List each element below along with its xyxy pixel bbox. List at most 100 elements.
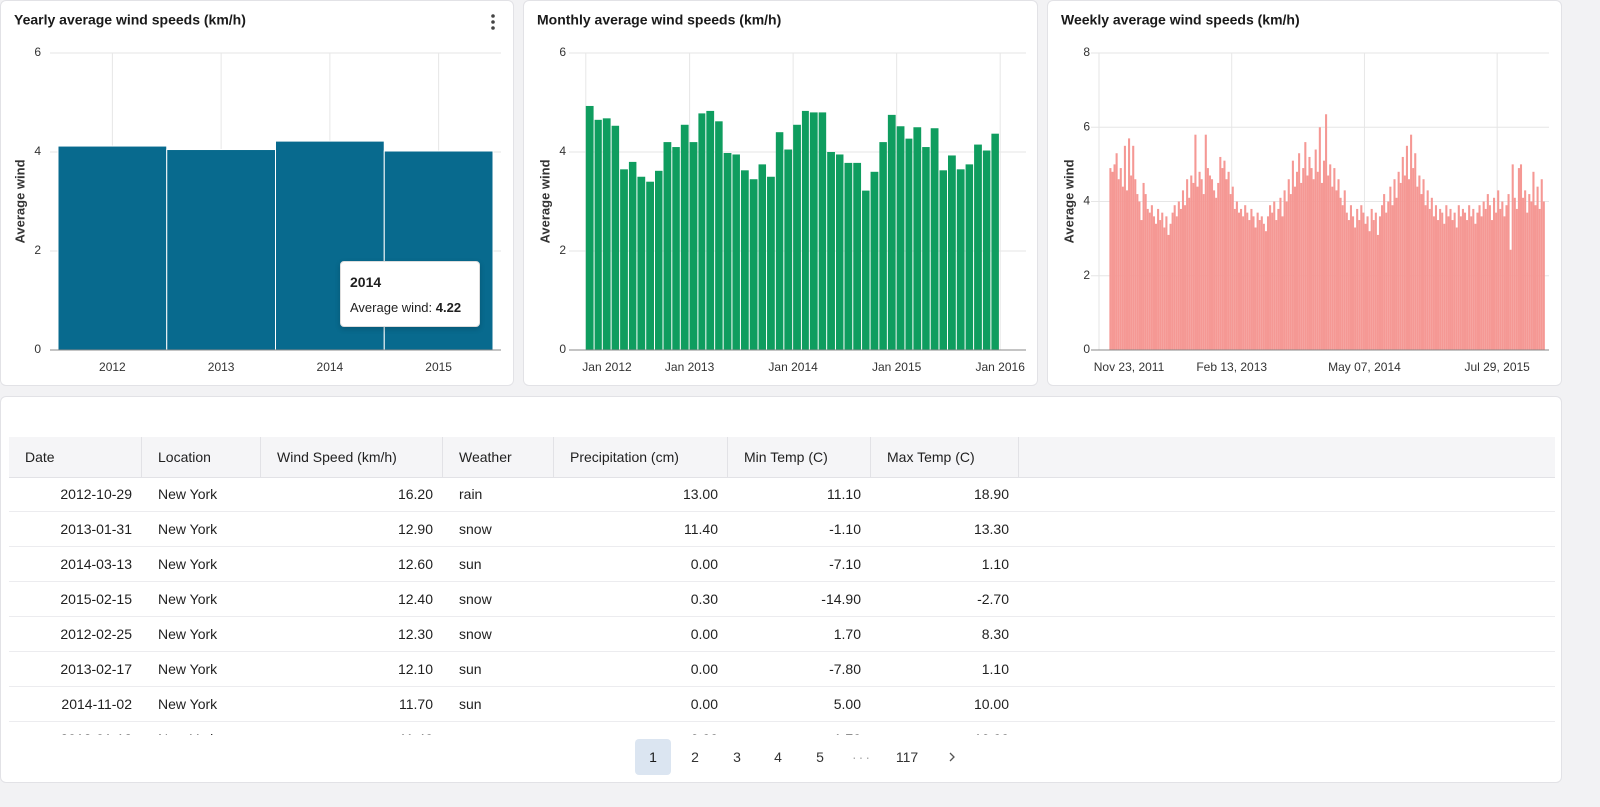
- page-button[interactable]: 2: [677, 739, 713, 775]
- column-header[interactable]: Min Temp (C): [728, 437, 871, 477]
- bar: [1128, 138, 1130, 350]
- bar: [948, 155, 956, 350]
- bar: [1118, 179, 1120, 350]
- bar: [1176, 216, 1178, 350]
- bar: [1221, 168, 1223, 350]
- bar: [1248, 220, 1250, 350]
- bar: [1456, 227, 1458, 350]
- table-cell: New York: [142, 652, 261, 687]
- table-row: 2014-03-13New York12.60sun0.00-7.101.10: [9, 547, 1555, 582]
- bar: [1132, 146, 1134, 350]
- bar: [1269, 205, 1271, 350]
- tooltip: 2014 Average wind: 4.22: [340, 261, 480, 327]
- bar: [1462, 209, 1464, 350]
- bar: [871, 172, 879, 350]
- table-cell: 2013-01-31: [9, 512, 142, 547]
- menu-icon[interactable]: [491, 14, 495, 18]
- column-header[interactable]: Max Temp (C): [871, 437, 1019, 477]
- bar: [759, 164, 767, 350]
- table-cell: snow: [443, 582, 554, 617]
- page-button[interactable]: 5: [802, 739, 838, 775]
- page-button[interactable]: 3: [719, 739, 755, 775]
- x-tick-label: Nov 23, 2011: [1094, 360, 1165, 374]
- column-header[interactable]: Location: [142, 437, 261, 477]
- bar: [1543, 202, 1545, 351]
- page-button[interactable]: 4: [760, 739, 796, 775]
- table-cell: 11.10: [728, 477, 871, 512]
- page-button[interactable]: 117: [886, 739, 928, 775]
- bar: [1124, 146, 1126, 350]
- bar: [1408, 179, 1410, 350]
- table-body: 2012-10-29New York16.20rain13.0011.1018.…: [9, 477, 1555, 735]
- bar: [1155, 224, 1157, 350]
- table-cell: 1.10: [871, 652, 1019, 687]
- bar: [1454, 213, 1456, 350]
- table-cell: 11.70: [261, 687, 443, 722]
- bar: [1435, 205, 1437, 350]
- bar: [1281, 216, 1283, 350]
- bar: [897, 126, 905, 350]
- bar: [879, 142, 887, 350]
- bar: [1478, 205, 1480, 350]
- bar: [1425, 205, 1427, 350]
- bar: [629, 162, 637, 350]
- bar: [1541, 179, 1543, 350]
- bar: [603, 118, 611, 350]
- table-row: 2014-11-02New York11.70sun0.005.0010.00: [9, 687, 1555, 722]
- bar: [974, 145, 982, 350]
- page-button[interactable]: 1: [635, 739, 671, 775]
- pagination: ··· 12345117: [1, 739, 1562, 775]
- y-tick-label: 2: [1083, 268, 1090, 282]
- table-cell: sun: [443, 652, 554, 687]
- bar: [802, 111, 809, 350]
- bar: [1306, 176, 1308, 350]
- table-cell: 2012-10-29: [9, 477, 142, 512]
- table-cell: -14.90: [728, 582, 871, 617]
- bar: [1236, 202, 1238, 351]
- bar: [1292, 161, 1294, 350]
- bar: [612, 126, 620, 350]
- menu-icon[interactable]: [491, 26, 495, 30]
- bar: [966, 164, 974, 350]
- column-header[interactable]: Wind Speed (km/h): [261, 437, 443, 477]
- bar: [1153, 216, 1155, 350]
- table-row: 2012-10-29New York16.20rain13.0011.1018.…: [9, 477, 1555, 512]
- table-cell: New York: [142, 722, 261, 735]
- bar: [1315, 150, 1317, 350]
- y-tick-label: 2: [559, 243, 566, 257]
- table-cell: New York: [142, 687, 261, 722]
- column-header[interactable]: Precipitation (cm): [554, 437, 728, 477]
- table-cell: snow: [443, 722, 554, 735]
- bar: [776, 132, 784, 350]
- bar: [681, 125, 689, 350]
- bar: [690, 142, 698, 350]
- column-header[interactable]: Date: [9, 437, 142, 477]
- bar: [1311, 168, 1313, 350]
- bar: [1416, 187, 1418, 350]
- table-cell: 12.40: [261, 582, 443, 617]
- bar: [1534, 205, 1536, 350]
- table-cell: 1.10: [871, 547, 1019, 582]
- bar: [1203, 194, 1205, 350]
- bar: [1389, 187, 1391, 350]
- bar: [1207, 168, 1209, 350]
- y-tick-label: 0: [1083, 342, 1090, 356]
- tooltip-label: Average wind:: [350, 300, 432, 315]
- table-cell: -7.80: [728, 652, 871, 687]
- next-page-icon[interactable]: [946, 751, 958, 763]
- bar: [1516, 209, 1518, 350]
- bar: [1143, 183, 1145, 350]
- bar: [1350, 205, 1352, 350]
- bar: [1228, 172, 1230, 350]
- bar: [1346, 213, 1348, 350]
- bar: [1205, 135, 1207, 350]
- table-cell: 13.30: [871, 512, 1019, 547]
- bar: [1356, 209, 1358, 350]
- bar: [1275, 220, 1277, 350]
- bar: [1323, 161, 1325, 350]
- y-tick-label: 2: [34, 243, 41, 257]
- menu-icon[interactable]: [491, 20, 495, 24]
- column-header[interactable]: Weather: [443, 437, 554, 477]
- chart: Monthly average wind speeds (km/h)Averag…: [524, 1, 1038, 386]
- bar: [1213, 190, 1215, 350]
